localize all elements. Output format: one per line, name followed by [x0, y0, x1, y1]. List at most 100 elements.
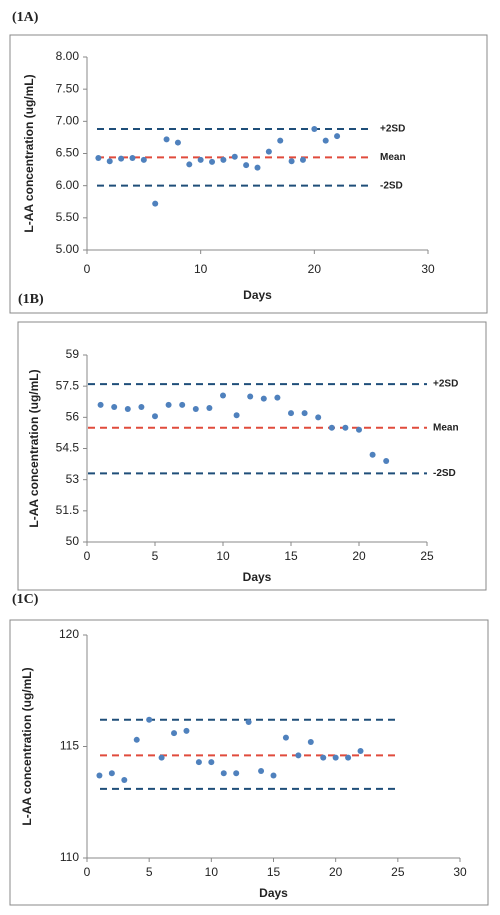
data-point	[208, 759, 215, 766]
data-point	[97, 401, 104, 408]
data-point	[315, 414, 322, 421]
data-point	[163, 136, 170, 143]
data-point	[320, 754, 327, 761]
reference-label: +2SD	[380, 124, 405, 135]
panel-frame	[9, 34, 488, 314]
y-tick-label: 8.00	[56, 49, 80, 63]
data-point	[254, 164, 261, 171]
y-axis-title: L-AA concentration (ug/mL)	[22, 74, 36, 232]
data-point	[174, 139, 181, 146]
data-point	[334, 133, 341, 140]
data-point	[307, 739, 314, 746]
data-point	[356, 426, 362, 433]
data-point	[311, 126, 318, 133]
x-tick-label: 15	[267, 865, 281, 879]
data-point	[295, 752, 302, 759]
data-point	[111, 403, 118, 410]
data-point	[106, 158, 113, 165]
reference-label: +2SD	[433, 379, 458, 390]
data-point	[258, 768, 265, 775]
y-tick-label: 7.50	[56, 81, 80, 95]
data-point	[96, 772, 103, 779]
y-tick-label: 7.00	[56, 114, 80, 128]
y-tick-label: 50	[66, 534, 80, 548]
data-point	[383, 457, 390, 464]
data-point	[220, 156, 227, 163]
data-point	[328, 424, 335, 431]
x-tick-label: 20	[352, 549, 366, 563]
data-point	[231, 153, 238, 160]
data-point	[332, 754, 339, 761]
x-tick-label: 10	[205, 865, 219, 879]
y-tick-label: 110	[60, 850, 79, 864]
y-tick-label: 51.5	[56, 503, 80, 517]
y-tick-label: 5.50	[56, 210, 80, 224]
x-tick-label: 25	[420, 549, 434, 563]
data-point	[183, 727, 190, 734]
x-tick-label: 30	[421, 262, 435, 276]
data-point	[206, 404, 213, 411]
data-point	[245, 718, 252, 725]
x-tick-label: 20	[329, 865, 343, 879]
y-tick-label: 6.50	[56, 146, 80, 160]
x-tick-label: 10	[216, 549, 230, 563]
x-tick-label: 0	[84, 549, 91, 563]
data-point	[146, 716, 153, 723]
x-axis-title: Days	[259, 886, 288, 900]
y-tick-label: 59	[66, 347, 80, 361]
data-point	[220, 392, 226, 399]
data-point	[95, 155, 102, 162]
data-point	[322, 137, 329, 144]
data-point	[152, 200, 159, 207]
data-point	[129, 155, 136, 162]
reference-label: Mean	[380, 152, 406, 163]
data-point	[108, 770, 115, 777]
data-point	[197, 156, 204, 163]
data-point	[247, 393, 254, 400]
y-tick-label: 54.5	[56, 441, 80, 455]
x-axis-title: Days	[243, 570, 272, 584]
data-point	[152, 413, 158, 420]
data-point	[301, 410, 308, 417]
reference-label: -2SD	[380, 180, 403, 191]
data-point	[342, 424, 349, 431]
data-point	[288, 410, 294, 417]
x-tick-label: 15	[284, 549, 298, 563]
x-tick-label: 25	[391, 865, 405, 879]
data-point	[121, 776, 128, 783]
data-point	[233, 412, 240, 419]
data-point	[345, 754, 352, 761]
data-point	[299, 156, 306, 163]
y-tick-label: 53	[66, 472, 80, 486]
x-tick-label: 10	[194, 262, 208, 276]
data-point	[357, 747, 364, 754]
data-point	[138, 403, 145, 410]
reference-label: Mean	[433, 422, 459, 433]
x-tick-label: 5	[146, 865, 153, 879]
data-point	[171, 730, 178, 737]
data-point	[195, 759, 202, 766]
data-point	[209, 158, 216, 165]
x-tick-label: 20	[308, 262, 322, 276]
panel-frame	[17, 321, 487, 591]
data-point	[277, 137, 284, 144]
y-tick-label: 57.5	[56, 378, 80, 392]
data-point	[124, 406, 131, 413]
reference-label: -2SD	[433, 468, 456, 479]
x-axis-title: Days	[243, 288, 272, 302]
y-tick-label: 5.00	[56, 242, 80, 256]
y-tick-label: 56	[66, 410, 80, 424]
x-tick-label: 0	[84, 865, 91, 879]
data-point	[220, 770, 227, 777]
x-tick-label: 30	[453, 865, 467, 879]
data-point	[133, 736, 140, 743]
data-point	[288, 158, 295, 165]
panel-frame	[9, 619, 489, 906]
panel-label: (1A)	[12, 10, 39, 25]
y-axis-title: L-AA concentration (ug/mL)	[27, 369, 41, 527]
x-tick-label: 0	[84, 262, 91, 276]
panel-label: (1B)	[18, 292, 44, 307]
data-point	[260, 395, 267, 402]
data-point	[158, 754, 165, 761]
